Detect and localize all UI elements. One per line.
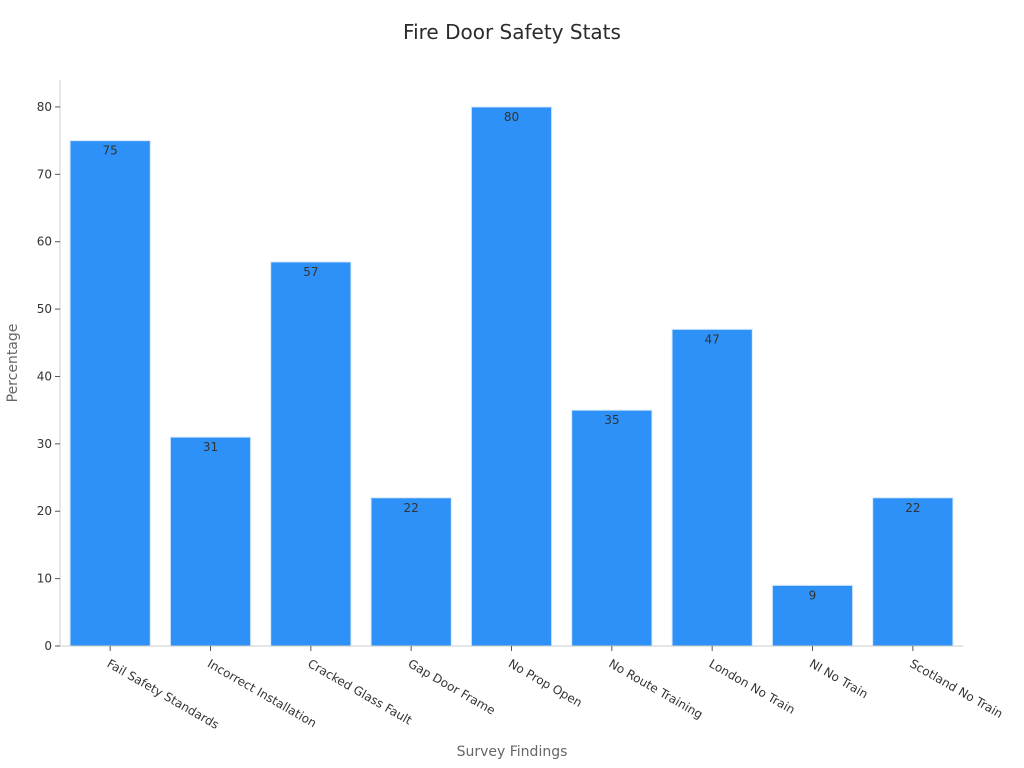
y-tick-label: 70 xyxy=(37,167,52,181)
bar-value-label: 22 xyxy=(905,501,920,515)
bar[interactable] xyxy=(872,497,954,647)
bar-value-label: 9 xyxy=(809,588,817,602)
bar[interactable] xyxy=(370,497,452,647)
y-tick-label: 0 xyxy=(44,639,52,653)
x-tick-label: Fail Safety Standards xyxy=(105,656,222,731)
bar[interactable] xyxy=(571,409,653,647)
y-tick-label: 20 xyxy=(37,504,52,518)
bar[interactable] xyxy=(169,436,252,647)
bars-layer xyxy=(69,106,954,647)
bar-value-label: 57 xyxy=(303,265,318,279)
x-tick-label: Scotland No Train xyxy=(907,656,1005,721)
x-tick-label: NI No Train xyxy=(807,656,871,701)
bar[interactable] xyxy=(69,140,151,647)
bar[interactable] xyxy=(671,328,753,647)
x-tick-label: London No Train xyxy=(707,656,798,716)
y-tick-label: 60 xyxy=(37,235,52,249)
y-tick-label: 30 xyxy=(37,437,52,451)
bar-value-label: 80 xyxy=(504,110,519,124)
bar[interactable] xyxy=(270,261,352,647)
chart-title: Fire Door Safety Stats xyxy=(403,20,621,44)
axes-layer: 0 10 20 30 40 50 60 70 80 xyxy=(37,80,963,653)
x-tick-label: No Prop Open xyxy=(506,656,585,709)
x-tick-label: Incorrect Installation xyxy=(205,656,319,730)
y-tick-label: 10 xyxy=(37,572,52,586)
y-axis-title: Percentage xyxy=(5,324,21,403)
bar-value-label: 31 xyxy=(203,440,218,454)
bar[interactable] xyxy=(470,106,553,647)
bar-value-label: 47 xyxy=(705,332,720,346)
x-tick-label: Gap Door Frame xyxy=(406,656,498,717)
bar-value-label: 75 xyxy=(103,144,118,158)
y-tick-label: 80 xyxy=(37,100,52,114)
y-tick-label: 40 xyxy=(37,369,52,383)
bar-value-label: 35 xyxy=(604,413,619,427)
bar-value-label: 22 xyxy=(404,501,419,515)
bar[interactable] xyxy=(771,584,854,647)
x-axis-title: Survey Findings xyxy=(457,744,568,760)
x-tick-label: No Route Training xyxy=(606,656,705,721)
y-tick-label: 50 xyxy=(37,302,52,316)
x-tick-label: Cracked Glass Fault xyxy=(305,656,414,727)
